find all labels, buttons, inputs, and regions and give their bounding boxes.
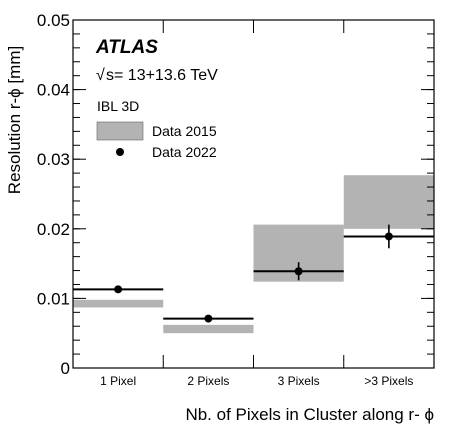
y-tick-label: 0.03 (37, 150, 70, 169)
y-tick-label: 0.01 (37, 289, 70, 308)
y-axis-title: Resolution r-ϕ [mm] (5, 46, 24, 194)
y-tick-label: 0.05 (37, 11, 70, 30)
energy-label: s= 13+13.6 TeV (106, 67, 218, 84)
atlas-label: ATLAS (95, 37, 158, 58)
legend: Data 2015 Data 2022 (96, 121, 217, 160)
x-tick-label: 2 Pixels (187, 374, 229, 388)
legend-marker-data-2022 (116, 148, 124, 156)
legend-swatch-data-2015 (96, 121, 144, 141)
y-tick-label: 0 (61, 359, 70, 378)
legend-label-data-2022: Data 2022 (152, 144, 217, 160)
x-tick-label: 3 Pixels (278, 374, 320, 388)
detector-label: IBL 3D (97, 98, 139, 114)
x-ticks: 1 Pixel 2 Pixels 3 Pixels >3 Pixels (72, 20, 435, 388)
sqrt-symbol: √ (96, 67, 105, 84)
point-data-2022 (114, 285, 123, 294)
points-layer (73, 224, 434, 323)
band-data-2015 (163, 324, 254, 334)
y-ticks: 0 0.01 0.02 0.03 0.04 0.05 (37, 11, 434, 378)
legend-label-data-2015: Data 2015 (152, 123, 217, 139)
bands-layer (73, 175, 434, 334)
point-data-2022 (294, 267, 303, 276)
x-tick-label: >3 Pixels (364, 374, 413, 388)
x-tick-label: 1 Pixel (100, 374, 136, 388)
point-data-2022 (204, 314, 213, 323)
y-tick-label: 0.04 (37, 81, 70, 100)
y-tick-label: 0.02 (37, 220, 70, 239)
band-data-2015 (73, 299, 164, 308)
x-axis-title: Nb. of Pixels in Cluster along r- ϕ (185, 405, 434, 424)
band-data-2015 (343, 175, 434, 229)
point-data-2022 (384, 232, 393, 241)
